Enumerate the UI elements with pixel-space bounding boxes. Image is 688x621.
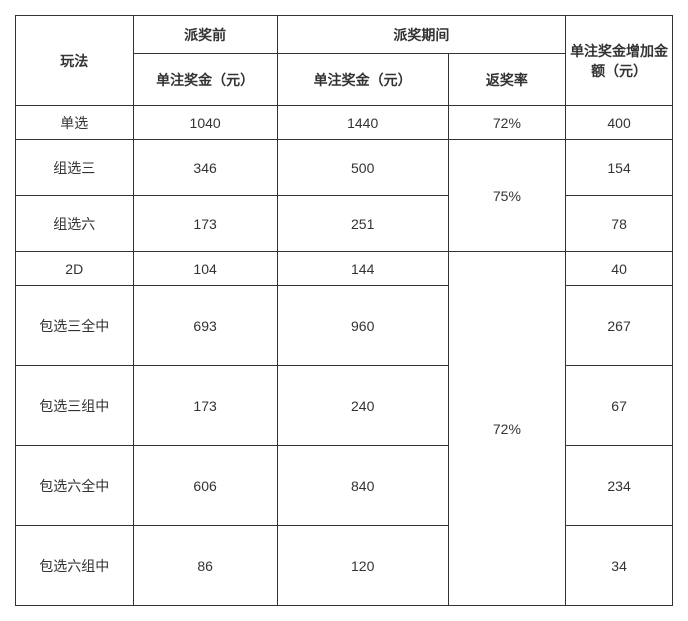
cell-during: 144 [277, 252, 448, 286]
table-row: 单选 1040 1440 72% 400 [16, 106, 673, 140]
table-row: 包选三组中 173 240 67 [16, 366, 673, 446]
cell-play: 单选 [16, 106, 134, 140]
cell-rate: 72% [448, 106, 566, 140]
cell-before: 693 [133, 286, 277, 366]
cell-increase: 400 [566, 106, 673, 140]
cell-before: 104 [133, 252, 277, 286]
cell-increase: 267 [566, 286, 673, 366]
header-increase-amount: 单注奖金增加金额（元） [566, 16, 673, 106]
cell-before: 173 [133, 196, 277, 252]
cell-increase: 234 [566, 446, 673, 526]
cell-rate-group1: 75% [448, 140, 566, 252]
cell-during: 251 [277, 196, 448, 252]
header-before-bonus: 派奖前 [133, 16, 277, 54]
lottery-prize-table: 玩法 派奖前 派奖期间 单注奖金增加金额（元） 单注奖金（元） 单注奖金（元） … [15, 15, 673, 606]
cell-before: 606 [133, 446, 277, 526]
table-row: 组选三 346 500 75% 154 [16, 140, 673, 196]
header-return-rate: 返奖率 [448, 54, 566, 106]
table-row: 包选六全中 606 840 234 [16, 446, 673, 526]
header-single-prize-during: 单注奖金（元） [277, 54, 448, 106]
cell-play: 包选六全中 [16, 446, 134, 526]
cell-before: 173 [133, 366, 277, 446]
cell-before: 86 [133, 526, 277, 606]
cell-play: 包选六组中 [16, 526, 134, 606]
cell-increase: 67 [566, 366, 673, 446]
cell-increase: 78 [566, 196, 673, 252]
header-single-prize-before: 单注奖金（元） [133, 54, 277, 106]
cell-during: 120 [277, 526, 448, 606]
cell-during: 240 [277, 366, 448, 446]
cell-during: 840 [277, 446, 448, 526]
cell-play: 包选三全中 [16, 286, 134, 366]
cell-play: 2D [16, 252, 134, 286]
cell-during: 1440 [277, 106, 448, 140]
cell-play: 组选三 [16, 140, 134, 196]
header-play-method: 玩法 [16, 16, 134, 106]
cell-rate-group2: 72% [448, 252, 566, 606]
cell-during: 500 [277, 140, 448, 196]
table-row: 包选六组中 86 120 34 [16, 526, 673, 606]
table-row: 组选六 173 251 78 [16, 196, 673, 252]
cell-increase: 34 [566, 526, 673, 606]
cell-before: 346 [133, 140, 277, 196]
header-during-bonus: 派奖期间 [277, 16, 565, 54]
cell-play: 组选六 [16, 196, 134, 252]
cell-play: 包选三组中 [16, 366, 134, 446]
table-row: 2D 104 144 72% 40 [16, 252, 673, 286]
cell-during: 960 [277, 286, 448, 366]
cell-increase: 154 [566, 140, 673, 196]
table-row: 包选三全中 693 960 267 [16, 286, 673, 366]
cell-increase: 40 [566, 252, 673, 286]
cell-before: 1040 [133, 106, 277, 140]
